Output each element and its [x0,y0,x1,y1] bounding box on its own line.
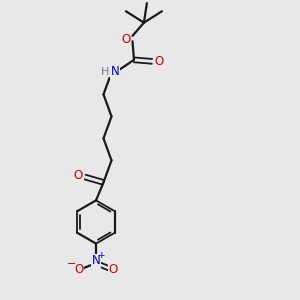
Text: N: N [111,65,119,78]
Text: O: O [109,263,118,276]
Text: O: O [74,169,83,182]
Text: −: − [67,259,77,269]
Text: +: + [97,251,105,260]
Text: N: N [92,254,100,268]
Text: O: O [74,263,83,276]
Text: O: O [154,55,163,68]
Text: H: H [101,67,109,77]
Text: O: O [121,33,130,46]
